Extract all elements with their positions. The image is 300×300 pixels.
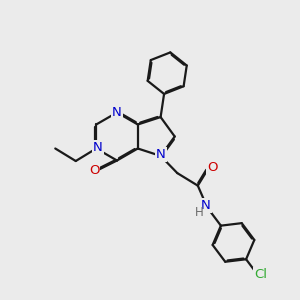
Text: N: N xyxy=(93,141,103,154)
Text: O: O xyxy=(89,164,99,177)
Text: H: H xyxy=(195,206,203,219)
Text: N: N xyxy=(112,106,122,119)
Text: Cl: Cl xyxy=(254,268,267,281)
Text: N: N xyxy=(156,148,166,161)
Text: O: O xyxy=(207,160,217,173)
Text: N: N xyxy=(201,200,211,212)
